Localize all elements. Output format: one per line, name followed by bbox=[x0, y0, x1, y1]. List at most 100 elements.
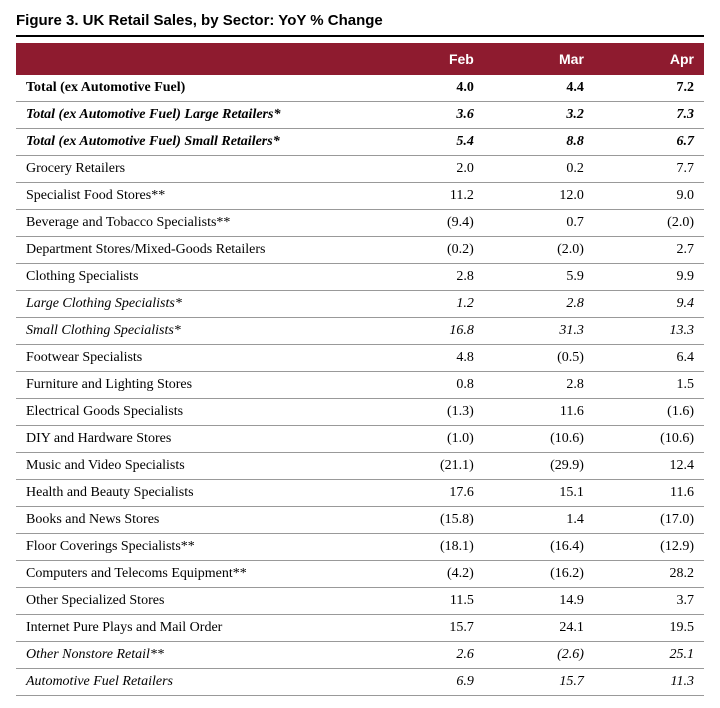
row-value: (0.5) bbox=[484, 345, 594, 372]
title-rule bbox=[16, 35, 704, 37]
row-value: 16.8 bbox=[374, 318, 484, 345]
row-value: 6.4 bbox=[594, 345, 704, 372]
row-label: Clothing Specialists bbox=[16, 264, 374, 291]
row-value: 9.9 bbox=[594, 264, 704, 291]
col-mar: Mar bbox=[484, 43, 594, 75]
row-value: 11.6 bbox=[594, 480, 704, 507]
table-row: Specialist Food Stores**11.212.09.0 bbox=[16, 183, 704, 210]
row-value: (9.4) bbox=[374, 210, 484, 237]
table-row: Footwear Specialists4.8(0.5)6.4 bbox=[16, 345, 704, 372]
row-value: 1.2 bbox=[374, 291, 484, 318]
row-value: 1.5 bbox=[594, 372, 704, 399]
row-value: 12.0 bbox=[484, 183, 594, 210]
row-value: 1.4 bbox=[484, 507, 594, 534]
row-label: Total (ex Automotive Fuel) bbox=[16, 75, 374, 102]
row-value: (16.4) bbox=[484, 534, 594, 561]
row-value: 6.9 bbox=[374, 669, 484, 696]
row-label: Footwear Specialists bbox=[16, 345, 374, 372]
row-value: (10.6) bbox=[594, 426, 704, 453]
retail-sales-table: Feb Mar Apr Total (ex Automotive Fuel)4.… bbox=[16, 43, 704, 696]
row-label: Beverage and Tobacco Specialists** bbox=[16, 210, 374, 237]
row-value: 15.7 bbox=[374, 615, 484, 642]
row-value: 28.2 bbox=[594, 561, 704, 588]
table-row: Department Stores/Mixed-Goods Retailers(… bbox=[16, 237, 704, 264]
table-row: DIY and Hardware Stores(1.0)(10.6)(10.6) bbox=[16, 426, 704, 453]
table-row: Floor Coverings Specialists**(18.1)(16.4… bbox=[16, 534, 704, 561]
row-value: 2.8 bbox=[484, 291, 594, 318]
row-value: (2.0) bbox=[484, 237, 594, 264]
row-value: 13.3 bbox=[594, 318, 704, 345]
row-value: 2.8 bbox=[484, 372, 594, 399]
row-value: (21.1) bbox=[374, 453, 484, 480]
table-row: Clothing Specialists2.85.99.9 bbox=[16, 264, 704, 291]
table-row: Total (ex Automotive Fuel) Small Retaile… bbox=[16, 129, 704, 156]
row-label: Computers and Telecoms Equipment** bbox=[16, 561, 374, 588]
row-value: 15.7 bbox=[484, 669, 594, 696]
table-row: Total (ex Automotive Fuel) Large Retaile… bbox=[16, 102, 704, 129]
table-row: Furniture and Lighting Stores0.82.81.5 bbox=[16, 372, 704, 399]
row-value: 11.6 bbox=[484, 399, 594, 426]
row-value: (2.0) bbox=[594, 210, 704, 237]
row-value: 15.1 bbox=[484, 480, 594, 507]
row-value: (15.8) bbox=[374, 507, 484, 534]
row-label: Automotive Fuel Retailers bbox=[16, 669, 374, 696]
row-value: (16.2) bbox=[484, 561, 594, 588]
row-value: 11.5 bbox=[374, 588, 484, 615]
row-value: 4.4 bbox=[484, 75, 594, 102]
row-value: 3.7 bbox=[594, 588, 704, 615]
table-row: Health and Beauty Specialists17.615.111.… bbox=[16, 480, 704, 507]
row-value: 5.4 bbox=[374, 129, 484, 156]
table-row: Small Clothing Specialists*16.831.313.3 bbox=[16, 318, 704, 345]
row-value: 0.2 bbox=[484, 156, 594, 183]
row-value: (29.9) bbox=[484, 453, 594, 480]
row-value: 8.8 bbox=[484, 129, 594, 156]
row-value: 5.9 bbox=[484, 264, 594, 291]
row-label: Other Nonstore Retail** bbox=[16, 642, 374, 669]
row-value: 0.8 bbox=[374, 372, 484, 399]
table-body: Total (ex Automotive Fuel)4.04.47.2 Total… bbox=[16, 75, 704, 696]
table-row: Internet Pure Plays and Mail Order15.724… bbox=[16, 615, 704, 642]
row-label: Internet Pure Plays and Mail Order bbox=[16, 615, 374, 642]
figure-title: Figure 3. UK Retail Sales, by Sector: Yo… bbox=[16, 12, 704, 29]
row-label: Health and Beauty Specialists bbox=[16, 480, 374, 507]
row-value: 12.4 bbox=[594, 453, 704, 480]
row-value: 19.5 bbox=[594, 615, 704, 642]
row-label: Furniture and Lighting Stores bbox=[16, 372, 374, 399]
row-value: 6.7 bbox=[594, 129, 704, 156]
row-value: 2.0 bbox=[374, 156, 484, 183]
row-label: Books and News Stores bbox=[16, 507, 374, 534]
table-row: Large Clothing Specialists*1.22.89.4 bbox=[16, 291, 704, 318]
row-value: 31.3 bbox=[484, 318, 594, 345]
table-header: Feb Mar Apr bbox=[16, 43, 704, 75]
col-blank bbox=[16, 43, 374, 75]
row-label: Music and Video Specialists bbox=[16, 453, 374, 480]
row-label: Department Stores/Mixed-Goods Retailers bbox=[16, 237, 374, 264]
row-value: (2.6) bbox=[484, 642, 594, 669]
table-row: Books and News Stores(15.8)1.4(17.0) bbox=[16, 507, 704, 534]
row-value: (1.3) bbox=[374, 399, 484, 426]
table-row: Electrical Goods Specialists(1.3)11.6(1.… bbox=[16, 399, 704, 426]
row-value: (17.0) bbox=[594, 507, 704, 534]
row-label: Grocery Retailers bbox=[16, 156, 374, 183]
row-label: Total (ex Automotive Fuel) Large Retaile… bbox=[16, 102, 374, 129]
row-value: 7.3 bbox=[594, 102, 704, 129]
row-value: 4.0 bbox=[374, 75, 484, 102]
row-value: (1.0) bbox=[374, 426, 484, 453]
row-value: 7.2 bbox=[594, 75, 704, 102]
row-value: 11.3 bbox=[594, 669, 704, 696]
row-value: (4.2) bbox=[374, 561, 484, 588]
row-value: (0.2) bbox=[374, 237, 484, 264]
row-value: 11.2 bbox=[374, 183, 484, 210]
row-value: 17.6 bbox=[374, 480, 484, 507]
row-value: 2.8 bbox=[374, 264, 484, 291]
table-row: Beverage and Tobacco Specialists**(9.4)0… bbox=[16, 210, 704, 237]
row-value: 24.1 bbox=[484, 615, 594, 642]
col-apr: Apr bbox=[594, 43, 704, 75]
row-label: Total (ex Automotive Fuel) Small Retaile… bbox=[16, 129, 374, 156]
row-value: 4.8 bbox=[374, 345, 484, 372]
row-value: 25.1 bbox=[594, 642, 704, 669]
table-row: Other Nonstore Retail**2.6(2.6)25.1 bbox=[16, 642, 704, 669]
row-value: 7.7 bbox=[594, 156, 704, 183]
row-value: 2.7 bbox=[594, 237, 704, 264]
row-value: 9.0 bbox=[594, 183, 704, 210]
